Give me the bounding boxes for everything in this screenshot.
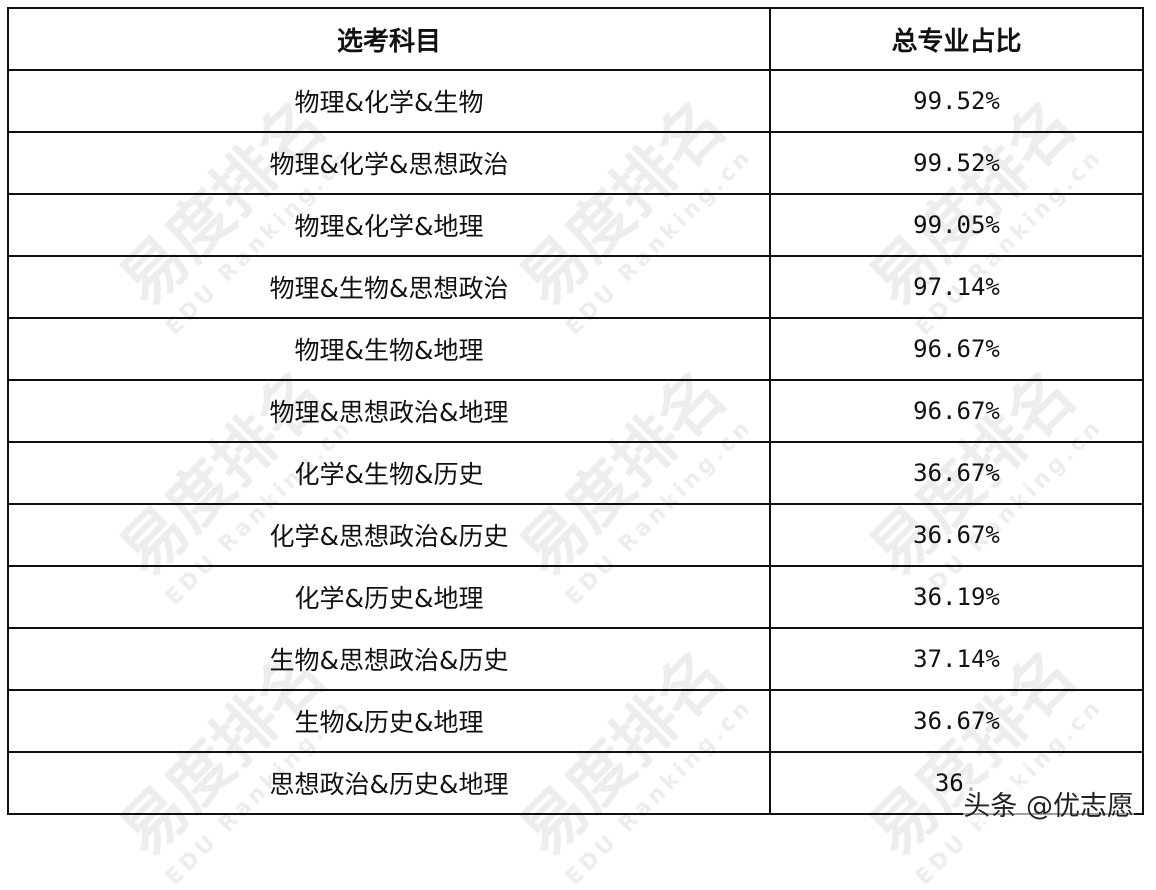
subject-cell: 物理&生物&地理	[7, 317, 771, 381]
ratio-cell: 96.67%	[769, 317, 1144, 381]
ratio-cell: 36.67%	[769, 689, 1144, 753]
ratio-cell: 96.67%	[769, 379, 1144, 443]
ratio-cell: 36.67%	[769, 503, 1144, 567]
credit-watermark: 头条 @优志愿	[963, 784, 1134, 823]
subject-cell: 物理&思想政治&地理	[7, 379, 771, 443]
table-row: 化学&生物&历史 36.67%	[7, 441, 1144, 505]
table-row: 物理&化学&地理 99.05%	[7, 193, 1144, 257]
table-row: 物理&化学&思想政治 99.52%	[7, 131, 1144, 195]
ratio-cell: 36.19%	[769, 565, 1144, 629]
subject-cell: 生物&历史&地理	[7, 689, 771, 753]
table-row: 生物&思想政治&历史 37.14%	[7, 627, 1144, 691]
table-row: 物理&生物&思想政治 97.14%	[7, 255, 1144, 319]
subject-cell: 思想政治&历史&地理	[7, 751, 771, 815]
table-row: 物理&化学&生物 99.52%	[7, 69, 1144, 133]
table-row: 生物&历史&地理 36.67%	[7, 689, 1144, 753]
table-row: 思想政治&历史&地理 36.	[7, 751, 1144, 815]
table-row: 化学&历史&地理 36.19%	[7, 565, 1144, 629]
subject-table: 选考科目 总专业占比 物理&化学&生物 99.52% 物理&化学&思想政治 99.52…	[7, 7, 1144, 815]
ratio-cell: 97.14%	[769, 255, 1144, 319]
subject-cell: 化学&思想政治&历史	[7, 503, 771, 567]
header-subjects: 选考科目	[7, 7, 771, 71]
ratio-cell: 99.52%	[769, 131, 1144, 195]
subject-cell: 物理&化学&地理	[7, 193, 771, 257]
table-row: 物理&思想政治&地理 96.67%	[7, 379, 1144, 443]
table-row: 化学&思想政治&历史 36.67%	[7, 503, 1144, 567]
subject-cell: 化学&历史&地理	[7, 565, 771, 629]
ratio-cell: 36.67%	[769, 441, 1144, 505]
subject-cell: 化学&生物&历史	[7, 441, 771, 505]
header-ratio: 总专业占比	[769, 7, 1144, 71]
ratio-cell: 99.52%	[769, 69, 1144, 133]
ratio-cell: 37.14%	[769, 627, 1144, 691]
subject-cell: 物理&化学&思想政治	[7, 131, 771, 195]
header-row: 选考科目 总专业占比	[7, 7, 1144, 71]
table-row: 物理&生物&地理 96.67%	[7, 317, 1144, 381]
subject-cell: 生物&思想政治&历史	[7, 627, 771, 691]
subject-cell: 物理&化学&生物	[7, 69, 771, 133]
subject-cell: 物理&生物&思想政治	[7, 255, 771, 319]
ratio-cell: 99.05%	[769, 193, 1144, 257]
